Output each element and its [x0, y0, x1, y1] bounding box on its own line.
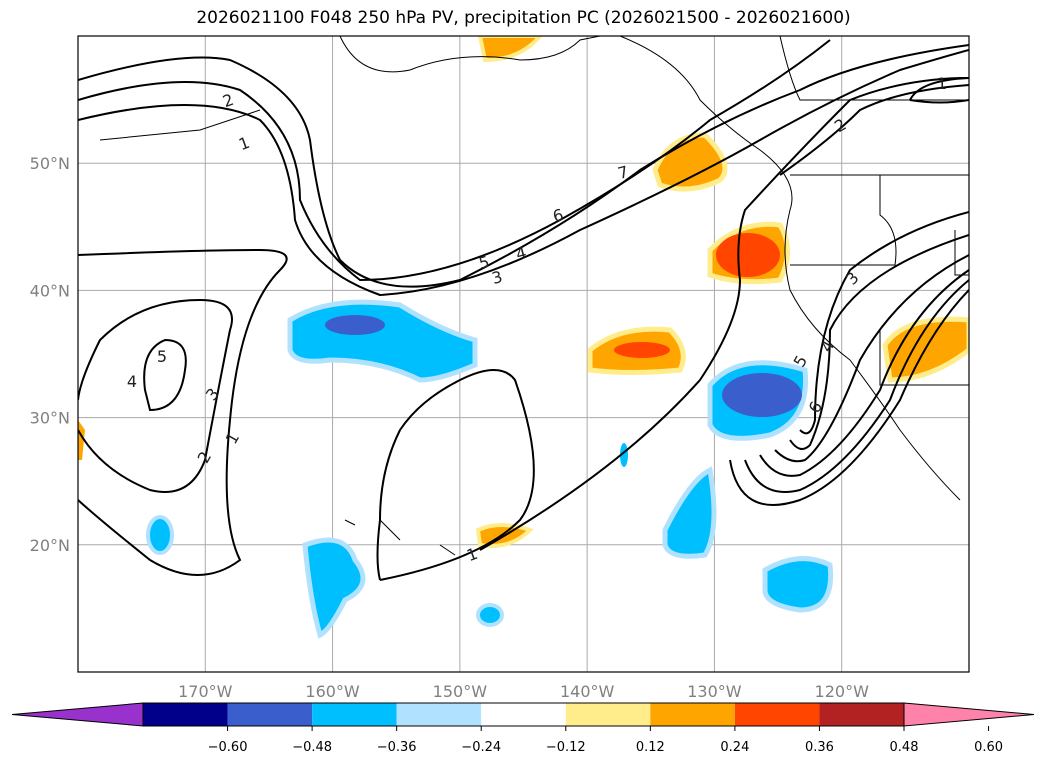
colorbar-tick-label: 0.48	[890, 740, 919, 755]
colorbar-tick-label: 0.12	[636, 740, 665, 755]
colorbar-bin	[396, 703, 482, 726]
colorbar-bin	[481, 703, 566, 726]
colorbar-extend-max	[903, 702, 1035, 727]
contour-label: 2	[194, 448, 216, 466]
colorbar-tick-label: 0.36	[805, 740, 834, 755]
lon-tick-label: 160°W	[305, 682, 360, 701]
map-frame	[77, 35, 970, 673]
colorbar-bin	[734, 703, 820, 726]
colorbar-bin	[312, 703, 397, 726]
lon-tick-label: 170°W	[178, 682, 233, 701]
contour-label: 1	[464, 544, 480, 565]
contour-label: 5	[157, 347, 167, 366]
contour-label: 3	[842, 268, 863, 289]
contour-label: 7	[616, 162, 631, 183]
axis-ticks: 170°W 160°W 150°W 140°W 130°W 120°W 50°N 40°N 30…	[30, 154, 869, 701]
colorbar-tick-label: −0.60	[208, 740, 248, 755]
contour-label: 5	[477, 252, 492, 273]
lon-tick-label: 120°W	[815, 682, 870, 701]
lat-tick-label: 20°N	[30, 536, 70, 555]
chart-title: 2026021100 F048 250 hPa PV, precipitatio…	[196, 8, 851, 28]
colorbar-bin	[650, 703, 735, 726]
contour-label: 4	[514, 243, 529, 264]
lon-tick-label: 150°W	[433, 682, 488, 701]
colorbar-bin	[819, 703, 904, 726]
colorbar-tick-label: −0.48	[292, 740, 332, 755]
graticule	[78, 36, 969, 672]
contour-label: 1	[937, 74, 947, 93]
lon-tick-label: 130°W	[687, 682, 742, 701]
colorbar-tick-label: 0.24	[720, 740, 749, 755]
colorbar-tick-label: −0.24	[461, 740, 501, 755]
lat-tick-label: 50°N	[30, 154, 70, 173]
contour-label: 3	[490, 267, 505, 288]
colorbar-bin	[227, 703, 313, 726]
contour-label: 6	[551, 205, 566, 226]
pv-contours	[78, 39, 969, 581]
lon-tick-label: 140°W	[560, 682, 615, 701]
colorbar: −0.60 −0.48 −0.36 −0.24 −0.12 0.12 0.24 0.36 0.4…	[11, 702, 1035, 755]
lat-tick-label: 40°N	[30, 281, 70, 300]
colorbar-bin	[143, 703, 228, 726]
precip-shading	[78, 36, 969, 639]
contour-label: 1	[222, 429, 244, 447]
lat-tick-label: 30°N	[30, 409, 70, 428]
colorbar-bin	[565, 703, 651, 726]
contour-label: 1	[236, 133, 252, 154]
colorbar-tick-label: −0.12	[546, 740, 586, 755]
colorbar-tick-label: −0.36	[377, 740, 417, 755]
coastlines	[99, 36, 969, 556]
contour-label: 4	[127, 372, 137, 391]
colorbar-tick-label: 0.60	[974, 740, 1003, 755]
colorbar-outline	[142, 702, 905, 727]
colorbar-extend-min	[11, 702, 144, 727]
